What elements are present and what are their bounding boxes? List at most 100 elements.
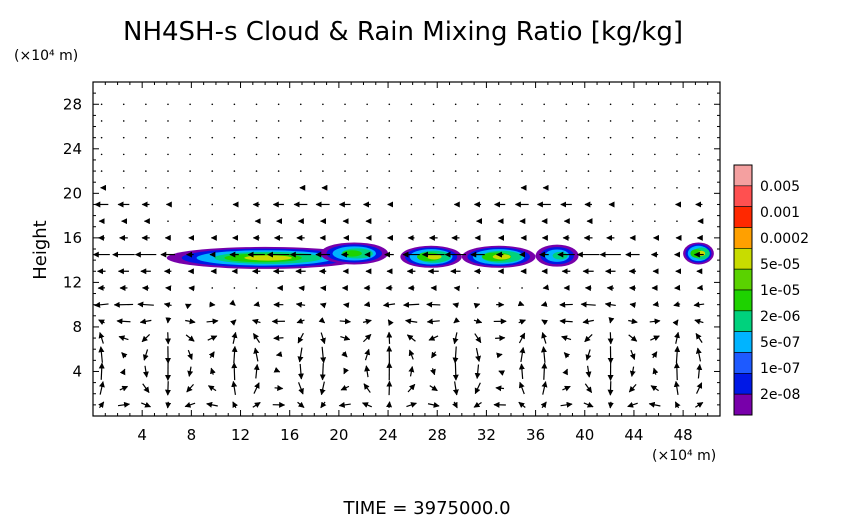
wind-vector	[210, 367, 216, 375]
wind-vector-dot	[145, 153, 147, 156]
wind-vector-dot	[499, 136, 501, 139]
colorbar-cell	[733, 248, 753, 270]
wind-vector-dot	[145, 103, 147, 106]
wind-vector	[387, 319, 394, 326]
wind-vector	[253, 382, 260, 394]
wind-vector-dot	[477, 287, 479, 289]
wind-vector-dot	[344, 186, 346, 189]
wind-vector-dot	[122, 136, 125, 139]
wind-vector	[230, 319, 237, 326]
wind-vector-dot	[698, 186, 700, 189]
wind-vector-dot	[499, 170, 501, 172]
wind-vector-dot	[654, 220, 656, 222]
wind-vector-dot	[100, 170, 103, 172]
wind-vector	[540, 401, 547, 409]
colorbar-cell	[733, 310, 753, 332]
wind-vector-dot	[565, 153, 568, 156]
wind-vector-dot	[366, 120, 368, 122]
wind-vector	[231, 331, 238, 344]
wind-vector	[474, 364, 481, 380]
wind-vector-dot	[432, 120, 435, 122]
wind-vector-dot	[565, 186, 568, 189]
wind-vector	[298, 382, 304, 395]
wind-vector	[628, 383, 637, 393]
plot-frame	[92, 81, 721, 417]
wind-vector-dot	[477, 170, 479, 172]
wind-vector-dot	[233, 220, 236, 222]
wind-vector	[362, 318, 372, 325]
wind-vector	[232, 401, 238, 409]
wind-vector	[231, 380, 238, 395]
wind-vector	[273, 335, 284, 342]
wind-vector	[650, 335, 660, 341]
wind-vector-dot	[233, 136, 236, 139]
wind-vector	[540, 301, 548, 307]
wind-vector-dot	[233, 170, 236, 172]
wind-vector	[253, 301, 260, 307]
wind-vector-dot	[211, 103, 214, 106]
wind-vector-dot	[277, 186, 280, 189]
wind-vector-dot	[366, 186, 368, 189]
wind-vector	[229, 299, 236, 306]
wind-vector	[185, 334, 195, 342]
wind-vector-dot	[521, 120, 523, 122]
wind-vector	[498, 370, 505, 376]
x-tick-label: 24	[379, 426, 398, 444]
wind-vector	[541, 332, 547, 344]
wind-vector-dot	[255, 136, 258, 139]
wind-vector-dot	[698, 170, 700, 172]
wind-vector	[207, 385, 217, 392]
wind-vector	[319, 381, 326, 396]
wind-vector-dot	[233, 103, 236, 106]
wind-vector-dot	[477, 186, 479, 189]
wind-vector	[320, 401, 327, 409]
wind-vector	[559, 318, 573, 325]
colorbar-cell	[733, 164, 753, 187]
wind-vector-dot	[654, 186, 656, 189]
colorbar-label: 0.001	[760, 205, 800, 221]
wind-vector	[119, 385, 129, 392]
wind-vector	[650, 385, 659, 392]
wind-vector-dot	[454, 153, 457, 156]
wind-vector	[297, 332, 304, 344]
wind-vector-dot	[499, 120, 501, 122]
wind-vector	[320, 332, 326, 345]
wind-vector	[695, 401, 704, 408]
wind-vector	[297, 347, 304, 363]
wind-vector-dot	[631, 170, 634, 172]
wind-vector	[518, 319, 526, 325]
wind-vector-dot	[609, 220, 612, 222]
wind-vector	[563, 352, 571, 359]
cloud-contour-level	[552, 251, 568, 260]
wind-vector	[141, 401, 152, 408]
wind-vector	[320, 346, 327, 364]
wind-vector-dot	[167, 103, 169, 106]
wind-vectors	[93, 103, 705, 409]
wind-vector	[207, 335, 218, 341]
wind-vector-dot	[654, 170, 656, 172]
wind-vector	[363, 383, 371, 393]
wind-vector-dot	[631, 203, 634, 206]
wind-vector	[185, 318, 196, 325]
wind-vector-dot	[255, 120, 258, 122]
wind-vector	[452, 332, 459, 345]
wind-vector	[252, 318, 261, 325]
wind-vector	[585, 365, 592, 378]
wind-vector	[297, 401, 305, 408]
wind-vector-dot	[676, 220, 678, 222]
wind-vector-dot	[654, 136, 656, 139]
wind-vector-dot	[233, 120, 236, 122]
wind-vector	[363, 301, 371, 308]
wind-vector	[98, 332, 105, 344]
colorbar-label: 2e-08	[760, 387, 800, 403]
wind-vector	[652, 367, 659, 375]
y-axis-label: Height	[30, 220, 51, 280]
wind-vector-dot	[609, 120, 612, 122]
wind-vector	[339, 318, 351, 325]
wind-vector-dot	[100, 120, 103, 122]
wind-vector	[583, 401, 594, 408]
wind-vector-dot	[366, 103, 368, 106]
wind-vector	[275, 351, 283, 358]
wind-vector-dot	[322, 103, 324, 106]
wind-vector-dot	[631, 120, 634, 122]
